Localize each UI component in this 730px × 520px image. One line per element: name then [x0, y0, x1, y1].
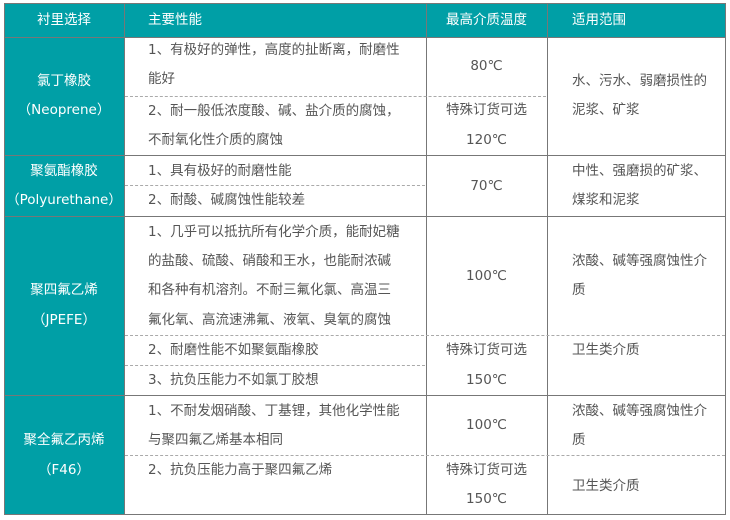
- divider: [4, 395, 726, 396]
- property: 2、耐一般低浓度酸、碱、盐介质的腐蚀，: [148, 103, 400, 119]
- property: 1、不耐发烟硝酸、丁基锂，其他化学性能: [148, 403, 400, 419]
- header-properties: 主要性能: [148, 12, 202, 28]
- lining-name-en: （JPEFE）: [32, 312, 96, 328]
- lining-column: [4, 37, 124, 515]
- scope: 质: [572, 282, 586, 298]
- dashed-divider: [125, 185, 425, 186]
- divider: [426, 3, 427, 515]
- property: 与聚四氟乙烯基本相同: [148, 432, 283, 448]
- property: 1、具有极好的耐磨性能: [148, 163, 292, 179]
- lining-name: 聚氨酯橡胶: [30, 163, 98, 179]
- divider: [547, 3, 548, 515]
- lining-name: 氯丁橡胶: [37, 73, 91, 89]
- scope: 浓酸、碱等强腐蚀性介: [572, 253, 707, 269]
- max-temp: 80℃: [470, 58, 503, 74]
- lining-name-en: （Polyurethane）: [6, 192, 122, 208]
- scope: 卫生类介质: [572, 342, 640, 358]
- divider: [4, 216, 726, 217]
- scope: 泥浆、矿浆: [572, 102, 640, 118]
- lining-name: 聚全氟乙丙烯: [23, 432, 105, 448]
- lining-name: 聚四氟乙烯: [30, 282, 98, 298]
- scope: 中性、强磨损的矿浆、: [572, 163, 707, 179]
- scope: 煤浆和泥浆: [572, 192, 640, 208]
- dashed-divider: [125, 96, 546, 97]
- lining-name-en: （F46）: [38, 462, 90, 478]
- divider: [124, 3, 125, 515]
- dashed-divider: [125, 335, 725, 336]
- max-temp: 100℃: [466, 417, 507, 433]
- property: 不耐氧化性介质的腐蚀: [148, 132, 283, 148]
- dashed-divider: [125, 365, 425, 366]
- lining-name-en: （Neoprene）: [17, 102, 111, 118]
- header-scope: 适用范围: [572, 12, 626, 28]
- max-temp-note: 特殊订货可选: [446, 342, 527, 358]
- max-temp: 150℃: [466, 491, 507, 507]
- header-max-temp: 最高介质温度: [446, 12, 527, 28]
- max-temp-note: 特殊订货可选: [446, 462, 527, 478]
- max-temp: 150℃: [466, 372, 507, 388]
- dashed-divider: [125, 455, 725, 456]
- property: 的盐酸、硫酸、硝酸和王水，也能耐浓碱: [148, 253, 391, 269]
- lining-table: [4, 3, 726, 515]
- property: 2、耐磨性能不如聚氨酯橡胶: [148, 342, 319, 358]
- property: 1、几乎可以抵抗所有化学介质，能耐妃糖: [148, 224, 400, 240]
- scope: 水、污水、弱磨损性的: [572, 73, 707, 89]
- scope: 质: [572, 432, 586, 448]
- property: 2、耐酸、碱腐蚀性能较差: [148, 192, 306, 208]
- divider: [4, 155, 726, 156]
- property: 2、抗负压能力高于聚四氟乙烯: [148, 462, 333, 478]
- property: 氟化氧、高流速沸氟、液氧、臭氧的腐蚀: [148, 312, 391, 328]
- property: 3、抗负压能力不如氯丁胶想: [148, 372, 319, 388]
- property: 和各种有机溶剂。不耐三氟化氯、高温三: [148, 282, 391, 298]
- divider: [4, 37, 726, 38]
- scope: 卫生类介质: [572, 478, 640, 494]
- header-lining: 衬里选择: [37, 12, 91, 28]
- max-temp: 70℃: [470, 178, 503, 194]
- scope: 浓酸、碱等强腐蚀性介: [572, 403, 707, 419]
- property: 能好: [148, 71, 175, 87]
- max-temp: 100℃: [466, 268, 507, 284]
- property: 1、有极好的弹性，高度的扯断离，耐磨性: [148, 42, 400, 58]
- max-temp: 120℃: [466, 132, 507, 148]
- max-temp-note: 特殊订货可选: [446, 102, 527, 118]
